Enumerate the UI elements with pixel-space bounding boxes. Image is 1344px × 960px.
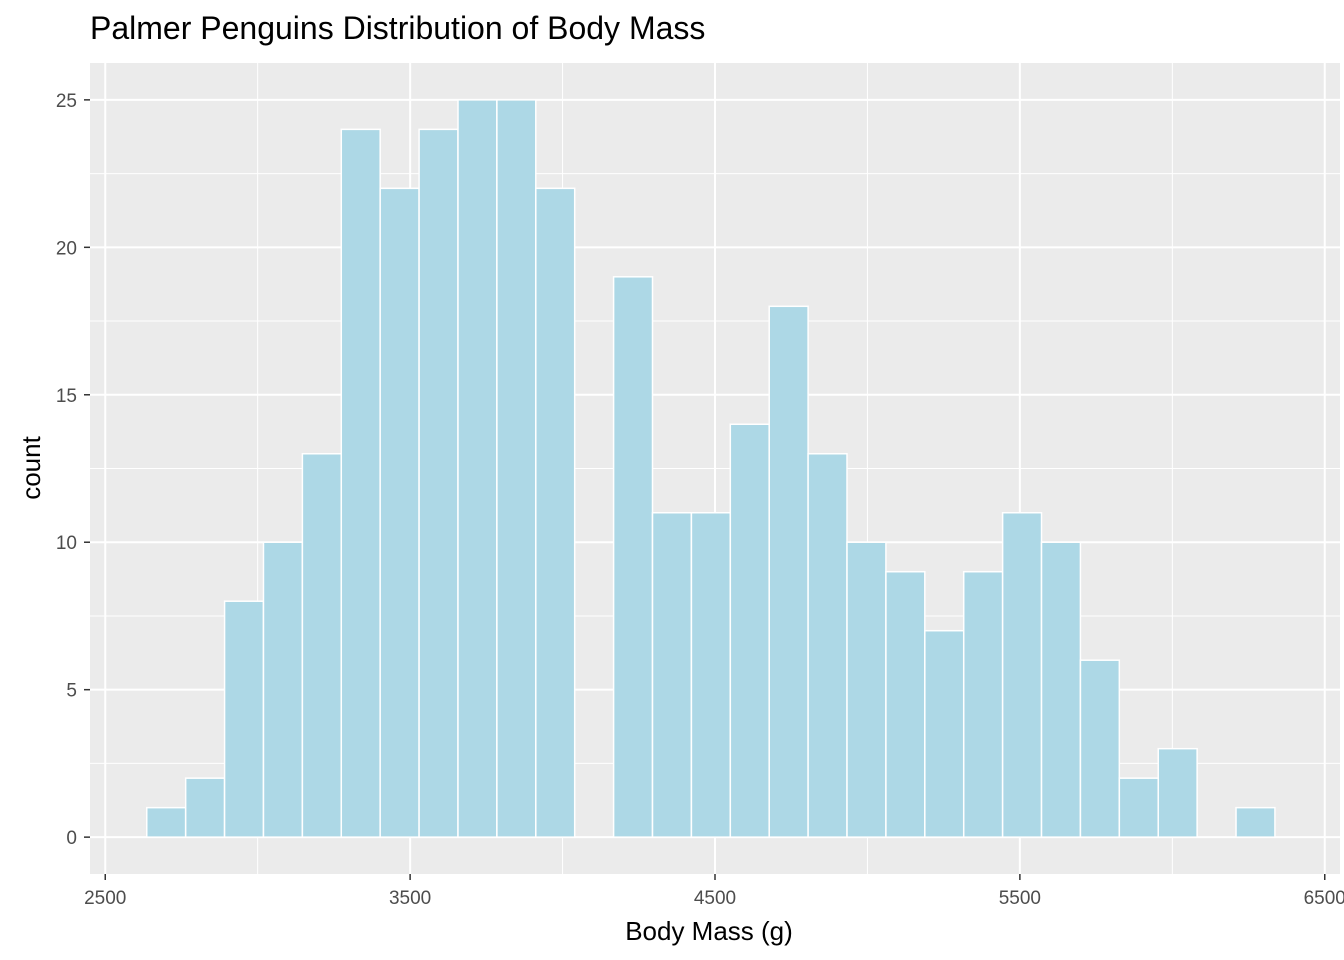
histogram-bar	[1079, 659, 1121, 838]
x-axis-title: Body Mass (g)	[625, 916, 793, 946]
x-axis: 2500 3500 4500 5500 6500	[84, 874, 1344, 909]
x-tick-label: 4500	[694, 888, 736, 909]
chart-title: Palmer Penguins Distribution of Body Mas…	[90, 10, 706, 46]
histogram-bar	[340, 128, 381, 838]
y-tick-label: 20	[56, 238, 77, 259]
histogram-bar	[690, 511, 732, 838]
histogram-bar	[262, 541, 304, 838]
y-tick-label: 5	[66, 681, 77, 702]
histogram-bars	[146, 99, 1276, 838]
y-tick-label: 15	[56, 386, 77, 407]
histogram-bar	[846, 541, 887, 838]
x-tick-label: 3500	[389, 888, 431, 909]
histogram-bar	[924, 629, 965, 838]
histogram-bar	[184, 777, 226, 838]
histogram-bar	[807, 453, 848, 838]
y-tick-label: 25	[56, 91, 77, 112]
histogram-bar	[1118, 777, 1159, 838]
histogram-bar	[885, 570, 926, 838]
histogram-bar	[1040, 541, 1082, 838]
x-tick-label: 2500	[84, 888, 126, 909]
histogram-bar	[768, 305, 809, 838]
histogram-bar	[962, 570, 1004, 838]
y-tick-label: 10	[56, 533, 77, 554]
histogram-bar	[729, 423, 770, 838]
x-tick-label: 6500	[1304, 888, 1344, 909]
histogram-bar	[379, 187, 420, 838]
histogram-bar	[651, 511, 693, 838]
y-axis: 0 5 10 15 20 25	[56, 91, 90, 849]
histogram-bar	[496, 99, 537, 838]
x-tick-label: 5500	[999, 888, 1041, 909]
histogram-bar	[301, 453, 343, 838]
histogram-bar	[418, 128, 459, 838]
y-axis-title: count	[16, 435, 46, 499]
histogram-bar	[612, 276, 654, 838]
histogram-bar	[146, 806, 187, 838]
histogram-bar	[223, 600, 265, 838]
histogram-bar	[1157, 747, 1198, 838]
histogram-bar	[1001, 511, 1043, 838]
histogram-bar	[1235, 806, 1276, 838]
histogram-bar	[535, 187, 576, 838]
histogram-bar	[457, 99, 498, 838]
y-tick-label: 0	[66, 828, 77, 849]
